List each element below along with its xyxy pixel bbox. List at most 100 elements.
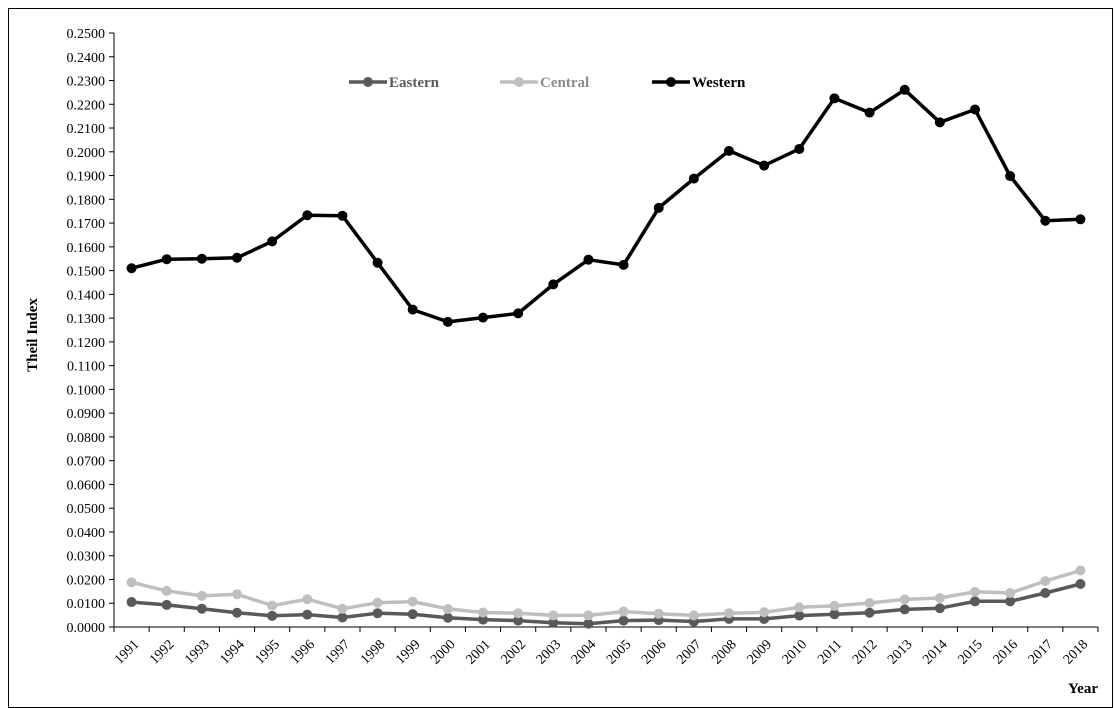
x-tick-label: 1991 (112, 637, 142, 667)
data-point-western (337, 210, 348, 221)
legend-item-central: Central (500, 75, 589, 91)
data-point-western (794, 143, 805, 154)
data-point-central (1075, 565, 1086, 576)
y-tick-label: 0.1000 (67, 383, 106, 398)
data-point-central (267, 600, 278, 611)
data-point-central (407, 596, 418, 607)
y-tick-label: 0.1700 (67, 217, 106, 232)
data-point-eastern (583, 618, 594, 629)
data-point-central (442, 603, 453, 614)
data-point-western (1005, 171, 1016, 182)
y-tick-label: 0.1400 (67, 288, 106, 303)
data-point-western (407, 304, 418, 315)
data-point-eastern (372, 608, 383, 619)
data-point-central (794, 602, 805, 613)
legend-swatch-marker (666, 77, 676, 87)
data-point-eastern (899, 604, 910, 615)
x-tick-label: 2001 (463, 637, 493, 667)
series-western (126, 84, 1086, 327)
data-point-eastern (864, 607, 875, 618)
x-tick-label: 2006 (639, 637, 669, 667)
y-tick-label: 0.0400 (67, 526, 106, 541)
data-point-western (759, 160, 770, 171)
y-tick-label: 0.1600 (67, 241, 106, 256)
data-point-eastern (161, 599, 172, 610)
data-point-central (583, 610, 594, 621)
y-tick-label: 0.0000 (67, 621, 106, 636)
y-tick-label: 0.0700 (67, 455, 106, 470)
x-axis-title: Year (1068, 681, 1098, 697)
data-point-western (196, 253, 207, 264)
chart-frame (8, 8, 1113, 708)
data-point-central (934, 593, 945, 604)
x-tick-label: 2012 (850, 637, 880, 667)
x-tick-label: 2018 (1061, 637, 1091, 667)
legend-item-western: Western (652, 75, 746, 91)
data-point-central (232, 589, 242, 600)
y-tick-label: 0.0300 (67, 550, 106, 565)
data-point-eastern (829, 609, 840, 620)
series-central (126, 565, 1086, 621)
x-tick-label: 2003 (534, 637, 564, 667)
y-tick-label: 0.2400 (67, 51, 106, 66)
data-point-central (161, 585, 172, 596)
data-point-western (302, 210, 313, 221)
x-tick-label: 2010 (780, 637, 810, 667)
legend-label: Central (540, 75, 589, 91)
series-line-western (131, 88, 1081, 324)
x-tick-label: 2000 (428, 637, 458, 667)
y-tick-label: 0.1200 (67, 336, 106, 351)
x-tick-label: 2009 (745, 637, 775, 667)
x-tick-label: 2007 (674, 637, 704, 667)
data-point-eastern (1040, 588, 1051, 599)
data-point-central (372, 597, 383, 608)
series-line-eastern (131, 582, 1081, 626)
data-point-western (161, 254, 172, 265)
x-tick-label: 2002 (499, 637, 529, 667)
x-tick-label: 1996 (288, 637, 318, 667)
y-tick-label: 0.0800 (67, 431, 106, 446)
data-point-western (934, 117, 945, 128)
x-tick-label: 1997 (323, 637, 353, 667)
data-point-eastern (794, 610, 805, 621)
y-tick-label: 0.0100 (67, 597, 106, 612)
y-tick-label: 0.1900 (67, 170, 106, 185)
legend: Eastern Central Western (349, 75, 746, 91)
x-tick-label: 1995 (253, 637, 283, 667)
data-point-western (372, 257, 383, 268)
data-point-western (653, 202, 664, 213)
data-point-central (970, 586, 980, 597)
data-point-central (337, 603, 348, 614)
series-line-central (131, 568, 1081, 618)
y-tick-label: 0.0500 (67, 502, 106, 517)
x-tick-label: 1994 (217, 637, 247, 667)
data-point-central (1040, 576, 1051, 587)
data-point-western (1075, 214, 1086, 225)
legend-item-eastern: Eastern (349, 75, 440, 91)
y-tick-label: 0.2200 (67, 98, 106, 113)
x-tick-label: 2013 (885, 637, 915, 667)
data-point-eastern (126, 597, 137, 608)
data-point-western (548, 279, 559, 290)
legend-label: Eastern (389, 75, 440, 91)
data-point-western (442, 316, 453, 327)
data-point-western (688, 173, 699, 184)
x-tick-label: 1999 (393, 637, 423, 667)
data-point-central (196, 590, 207, 601)
data-point-western (864, 107, 875, 118)
y-axis-title: Theil Index (25, 298, 41, 372)
data-point-eastern (442, 612, 453, 623)
data-point-eastern (196, 603, 207, 614)
data-point-central (126, 577, 137, 588)
x-tick-label: 1993 (182, 637, 212, 667)
y-tick-label: 0.1500 (67, 265, 106, 280)
data-point-central (724, 608, 734, 619)
data-point-eastern (302, 609, 313, 620)
data-point-western (267, 236, 278, 247)
data-point-eastern (407, 609, 418, 620)
y-tick-label: 0.2000 (67, 146, 106, 161)
legend-label: Western (692, 75, 746, 91)
data-point-eastern (970, 596, 980, 607)
data-point-central (653, 608, 664, 619)
